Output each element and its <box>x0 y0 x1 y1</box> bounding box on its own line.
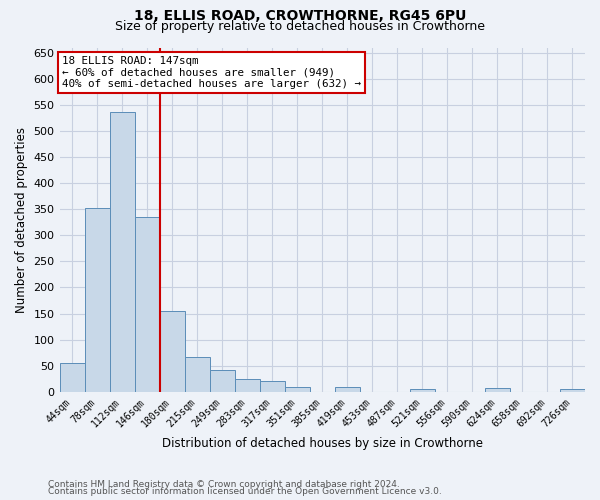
Y-axis label: Number of detached properties: Number of detached properties <box>15 126 28 312</box>
Text: Contains HM Land Registry data © Crown copyright and database right 2024.: Contains HM Land Registry data © Crown c… <box>48 480 400 489</box>
Text: Contains public sector information licensed under the Open Government Licence v3: Contains public sector information licen… <box>48 487 442 496</box>
Bar <box>209 370 235 392</box>
Bar <box>235 379 260 392</box>
Bar <box>185 357 209 392</box>
Bar <box>110 112 134 392</box>
Text: 18, ELLIS ROAD, CROWTHORNE, RG45 6PU: 18, ELLIS ROAD, CROWTHORNE, RG45 6PU <box>134 9 466 23</box>
Bar <box>410 389 435 392</box>
Bar <box>134 217 160 392</box>
Bar <box>260 382 285 392</box>
Bar <box>160 311 185 392</box>
Text: 18 ELLIS ROAD: 147sqm
← 60% of detached houses are smaller (949)
40% of semi-det: 18 ELLIS ROAD: 147sqm ← 60% of detached … <box>62 56 361 90</box>
X-axis label: Distribution of detached houses by size in Crowthorne: Distribution of detached houses by size … <box>162 437 483 450</box>
Bar <box>485 388 510 392</box>
Text: Size of property relative to detached houses in Crowthorne: Size of property relative to detached ho… <box>115 20 485 33</box>
Bar <box>285 386 310 392</box>
Bar <box>560 388 585 392</box>
Bar <box>85 208 110 392</box>
Bar <box>335 386 360 392</box>
Bar <box>59 363 85 392</box>
